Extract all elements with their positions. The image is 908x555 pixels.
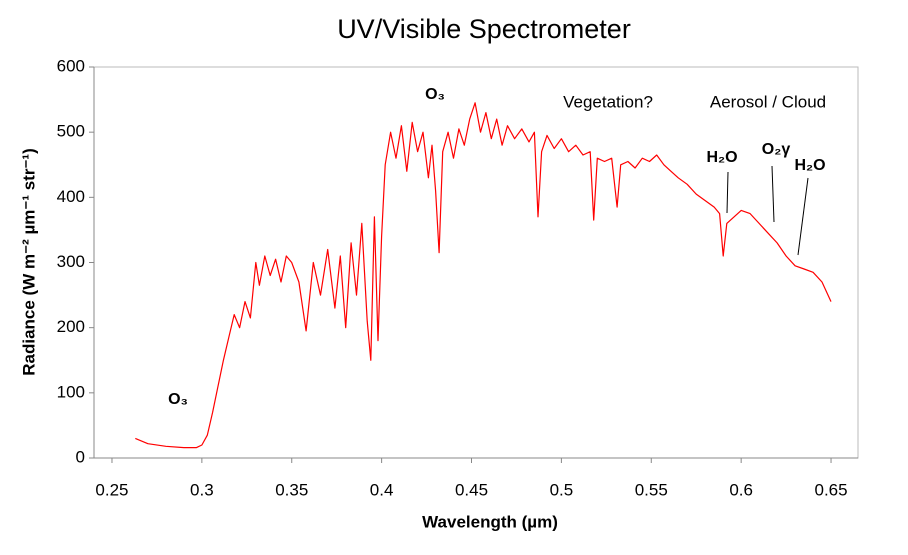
pointer-line xyxy=(797,177,809,256)
x-tick-label: 0.65 xyxy=(814,480,847,499)
x-tick-label: 0.3 xyxy=(190,480,214,499)
x-tick-label: 0.4 xyxy=(370,480,394,499)
x-tick-label: 0.55 xyxy=(635,480,668,499)
y-tick-label: 300 xyxy=(57,252,85,271)
x-tick-label: 0.25 xyxy=(95,480,128,499)
annotation: Vegetation? xyxy=(563,92,653,111)
y-tick-label: 500 xyxy=(57,122,85,141)
pointers xyxy=(726,165,809,256)
y-tick-label: 0 xyxy=(76,447,85,466)
y-tick-label: 100 xyxy=(57,382,85,401)
annotation: H₂O xyxy=(794,157,825,174)
annotation: O₂γ xyxy=(762,141,791,158)
x-tick-label: 0.45 xyxy=(455,480,488,499)
pointer-line xyxy=(726,171,729,214)
x-tick-label: 0.6 xyxy=(729,480,753,499)
y-tick-label: 200 xyxy=(57,317,85,336)
x-tick-label: 0.35 xyxy=(275,480,308,499)
x-axis-label: Wavelength (µm) xyxy=(422,512,558,531)
spectrum-line xyxy=(135,102,832,449)
annotation: Aerosol / Cloud xyxy=(710,92,826,111)
annotation: O₃ xyxy=(168,391,188,408)
y-tick-label: 600 xyxy=(57,56,85,75)
pointer-line xyxy=(771,165,775,223)
y-tick-label: 400 xyxy=(57,187,85,206)
annotation: H₂O xyxy=(706,149,737,166)
annotation: O₃ xyxy=(425,86,445,103)
chart-title: UV/Visible Spectrometer xyxy=(337,14,631,44)
x-tick-label: 0.5 xyxy=(550,480,574,499)
y-axis-label: Radiance (W m⁻² µm⁻¹ str⁻¹) xyxy=(19,148,38,376)
plot-area xyxy=(93,66,859,459)
